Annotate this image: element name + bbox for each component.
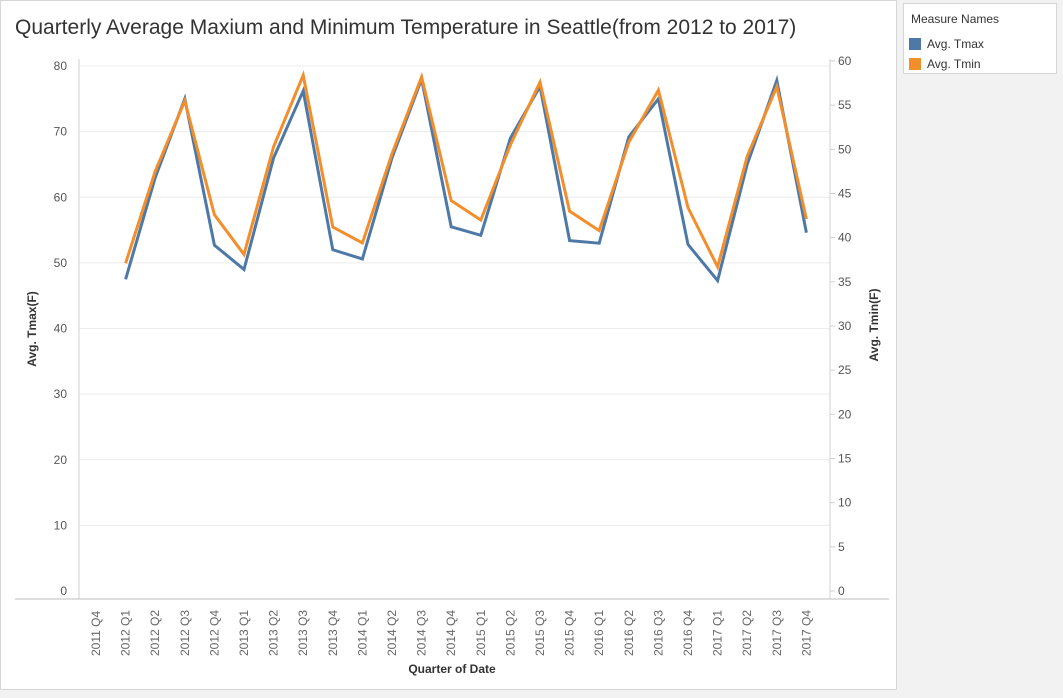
y-right-tick-label: 45: [838, 187, 852, 201]
y-left-tick-label: 50: [54, 256, 68, 270]
line-chart: 0 10 20 30 40 50 60 70 80 0 5 10 15 20 25 30 35 40 45 50 55 6…: [15, 54, 889, 676]
x-tick-label: 2013 Q2: [267, 610, 281, 656]
x-tick-label: 2012 Q4: [207, 610, 221, 656]
x-tick-label: 2017 Q4: [799, 610, 813, 656]
x-tick-label: 2015 Q2: [503, 610, 517, 656]
chart-title: Quarterly Average Maxium and Minimum Tem…: [15, 16, 797, 39]
y-right-tick-label: 0: [838, 584, 845, 598]
legend-label-tmin: Avg. Tmin: [927, 57, 981, 71]
y-right-tick-label: 35: [838, 275, 852, 289]
y-left-tick-label: 70: [54, 125, 68, 139]
y-right-tick-label: 10: [838, 496, 852, 510]
y-left-tick-label: 30: [54, 387, 68, 401]
x-tick-label: 2015 Q1: [474, 610, 488, 656]
y-left-tick-label: 0: [60, 584, 67, 598]
series-line-tmax: [124, 73, 808, 284]
x-tick-label: 2015 Q4: [563, 610, 577, 656]
legend: Measure Names Avg. Tmax Avg. Tmin: [903, 3, 1057, 74]
x-tick-label: 2012 Q3: [178, 610, 192, 656]
y-right-tick-label: 50: [838, 142, 852, 156]
worksheet-panel: Quarterly Average Maxium and Minimum Tem…: [0, 0, 897, 690]
y-right-tick-label: 20: [838, 407, 852, 421]
series-line-tmin: [124, 69, 808, 272]
x-tick-label: 2016 Q3: [651, 610, 665, 656]
x-tick-label: 2016 Q4: [681, 610, 695, 656]
y-left-tick-label: 10: [54, 518, 68, 532]
x-tick-label: 2013 Q3: [296, 610, 310, 656]
x-tick-label: 2015 Q3: [533, 610, 547, 656]
x-tick-label: 2017 Q2: [740, 610, 754, 656]
legend-swatch-tmin: [909, 58, 921, 70]
y-right-tick-label: 25: [838, 363, 852, 377]
x-tick-label: 2016 Q2: [622, 610, 636, 656]
y-left-tick-label: 40: [54, 322, 68, 336]
x-tick-label: 2014 Q2: [385, 610, 399, 656]
x-tick-label: 2012 Q1: [119, 610, 133, 656]
x-tick-label: 2013 Q1: [237, 610, 251, 656]
x-tick-label: 2017 Q1: [711, 610, 725, 656]
y-right-tick-label: 60: [838, 54, 852, 68]
x-tick-label: 2016 Q1: [592, 610, 606, 656]
y-right-tick-label: 5: [838, 540, 845, 554]
legend-swatch-tmax: [909, 38, 921, 50]
x-axis-title: Quarter of Date: [408, 662, 496, 676]
y-right-tick-label: 15: [838, 452, 852, 466]
x-tick-label: 2014 Q1: [355, 610, 369, 656]
legend-title: Measure Names: [911, 12, 1000, 26]
y-left-axis-title: Avg. Tmax(F): [25, 291, 39, 367]
x-tick-label: 2012 Q2: [148, 610, 162, 656]
x-tick-label: 2014 Q3: [415, 610, 429, 656]
y-right-axis-title: Avg. Tmin(F): [867, 289, 881, 362]
y-right-tick-label: 55: [838, 98, 852, 112]
x-tick-label: 2013 Q4: [326, 610, 340, 656]
y-left-tick-label: 60: [54, 190, 68, 204]
y-left-tick-label: 80: [54, 59, 68, 73]
x-tick-label: 2017 Q3: [770, 610, 784, 656]
y-right-tick-label: 40: [838, 231, 852, 245]
x-tick-label: 2014 Q4: [444, 610, 458, 656]
y-left-tick-label: 20: [54, 453, 68, 467]
x-tick-label: 2011 Q4: [89, 611, 103, 656]
y-right-tick-label: 30: [838, 319, 852, 333]
legend-label-tmax: Avg. Tmax: [927, 37, 984, 51]
